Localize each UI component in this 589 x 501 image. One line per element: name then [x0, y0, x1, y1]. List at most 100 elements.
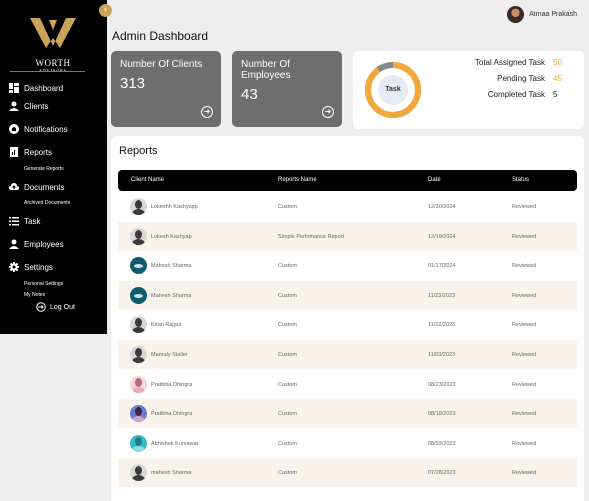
- table-row[interactable]: Abhishek Kumawat Custom 08/03/2023 Reviewed: [118, 429, 577, 458]
- sidebar-sub-my-notes[interactable]: My Notes: [24, 292, 46, 298]
- dashboard-icon: [9, 83, 19, 93]
- status-cell: Reviewed: [512, 411, 537, 418]
- table-row[interactable]: Manndy Staller Custom 11/03/2023 Reviewed: [118, 340, 577, 369]
- worth-advisors-logo: WORTH ADVISORS: [22, 16, 84, 73]
- status-cell: Reviewed: [512, 381, 537, 388]
- date-cell: 08/18/2023: [428, 411, 456, 418]
- sidebar: WORTH ADVISORS Dashboard Clients Notific…: [0, 0, 107, 334]
- sidebar-item-dashboard[interactable]: Dashboard: [9, 83, 63, 93]
- sidebar-item-label: Notifications: [24, 124, 68, 134]
- arrow-right-icon[interactable]: ➜: [201, 106, 213, 118]
- sidebar-item-label: Settings: [24, 262, 53, 272]
- stat-label: Number Of Clients: [120, 59, 203, 70]
- task-value: 50: [553, 58, 562, 67]
- stat-label: Number Of Employees: [241, 59, 291, 81]
- report-name-cell: Custom: [278, 440, 297, 447]
- report-name-cell: Custom: [278, 470, 297, 477]
- sidebar-sub-personal-settings[interactable]: Personal Settings: [24, 281, 64, 287]
- logo-sub: ADVISORS: [22, 68, 84, 73]
- table-row[interactable]: Mahesh Sharma Custom 11/23/2023 Reviewed: [118, 280, 577, 310]
- date-cell: 08/23/2023: [428, 381, 456, 388]
- status-cell: Reviewed: [512, 352, 537, 358]
- donut-pending-segment: [365, 62, 421, 118]
- sidebar-item-settings[interactable]: Settings: [9, 262, 53, 272]
- status-cell: Reviewed: [512, 470, 537, 477]
- table-row[interactable]: mahesh Sharma Custom 07/28/2023 Reviewed: [118, 458, 577, 488]
- avatar: [130, 464, 147, 482]
- report-name-cell: Custom: [278, 352, 297, 358]
- chevron-left-icon: ‹: [103, 4, 108, 15]
- date-cell: 11/22/2023: [428, 322, 456, 329]
- table-row[interactable]: Kiran Rajput Custom 11/22/2023 Reviewed: [118, 310, 577, 339]
- report-name-cell: Custom: [278, 292, 297, 299]
- date-cell: 08/03/2023: [428, 440, 456, 447]
- avatar: [130, 405, 147, 423]
- date-cell: 01/17/2024: [428, 263, 456, 270]
- user-icon: [9, 101, 19, 111]
- completed-task: Completed Task 5: [488, 90, 561, 99]
- collapse-sidebar-button[interactable]: ‹: [99, 4, 112, 17]
- table-row[interactable]: Lokesh Kashyap Simple Perfomance Report 12…: [118, 221, 577, 251]
- sidebar-item-employees[interactable]: Employees: [9, 239, 64, 249]
- column-header-date: Date: [428, 177, 441, 183]
- report-name-cell: Custom: [278, 263, 297, 270]
- donut-label: Task: [378, 75, 408, 105]
- table-row[interactable]: Pratibha Dhingra Custom 08/18/2023 Reviewed: [118, 399, 577, 429]
- cloud-icon: [9, 183, 19, 190]
- status-cell: Reviewed: [512, 292, 537, 299]
- avatar: [130, 227, 147, 245]
- table-row[interactable]: Mahesh Sharma Custom 01/17/2024 Reviewed: [118, 251, 577, 280]
- column-header-client-name: Client Name: [131, 177, 165, 183]
- task-summary-card: Task Total Assigned Task 50 Pending Task…: [353, 51, 584, 129]
- user-menu[interactable]: Atmaa Prakash: [507, 6, 577, 23]
- sidebar-item-task[interactable]: Task: [9, 216, 40, 226]
- logout-button[interactable]: Log Out: [36, 302, 75, 312]
- reports-card: Reports Client Name Reports Name Date St…: [111, 136, 584, 501]
- sidebar-item-label: Documents: [24, 182, 65, 192]
- logout-icon: [36, 302, 46, 312]
- column-header-status: Status: [512, 177, 530, 183]
- date-cell: 12/30/2024: [428, 204, 456, 210]
- sidebar-item-label: Clients: [24, 101, 49, 111]
- task-donut-chart: [365, 62, 421, 118]
- sidebar-item-notifications[interactable]: Notifications: [9, 124, 68, 134]
- sidebar-item-label: Dashboard: [24, 83, 64, 93]
- stat-value: 313: [120, 75, 146, 92]
- date-cell: 12/19/2024: [428, 233, 456, 240]
- task-label: Total Assigned Task: [474, 58, 545, 67]
- report-name-cell: Custom: [278, 204, 297, 210]
- status-cell: Reviewed: [512, 263, 537, 270]
- client-name-cell: Kiran Rajput: [151, 322, 182, 329]
- date-cell: 11/03/2023: [428, 352, 456, 358]
- task-value: 45: [553, 74, 562, 83]
- table-row[interactable]: Lokeshh Kashyapp Custom 12/30/2024 Reviewed: [118, 192, 577, 221]
- sidebar-item-documents[interactable]: Documents: [9, 182, 64, 192]
- list-icon: [9, 217, 19, 226]
- sidebar-item-label: Employees: [24, 239, 64, 249]
- report-name-cell: Simple Perfomance Report: [278, 233, 345, 240]
- divider: [10, 71, 85, 72]
- status-cell: Reviewed: [512, 233, 537, 240]
- sidebar-sub-archived-documents[interactable]: Archived Documents: [24, 200, 71, 206]
- client-name-cell: Lokesh Kashyap: [151, 233, 192, 240]
- avatar: [130, 434, 147, 452]
- table-row[interactable]: Pratibha Dhingra Custom 08/23/2023 Reviewed: [118, 370, 577, 399]
- avatar: [130, 316, 147, 334]
- sidebar-sub-generate-reports[interactable]: Generate Reports: [24, 166, 64, 172]
- report-name-cell: Custom: [278, 381, 297, 388]
- employees-stat-card[interactable]: Number Of Employees 43 ➜: [232, 51, 342, 127]
- arrow-right-icon[interactable]: ➜: [322, 106, 334, 118]
- clients-stat-card[interactable]: Number Of Clients 313 ➜: [111, 51, 221, 127]
- status-cell: Reviewed: [512, 204, 537, 210]
- sidebar-item-reports[interactable]: Reports: [9, 147, 52, 157]
- status-cell: Reviewed: [512, 322, 537, 329]
- task-value: 5: [553, 90, 558, 99]
- total-assigned-task: Total Assigned Task 50: [474, 58, 562, 67]
- pending-task: Pending Task 45: [497, 74, 562, 83]
- table-header: Client Name Reports Name Date Status: [118, 170, 577, 191]
- client-name-cell: Mahesh Sharma: [151, 263, 192, 270]
- users-icon: [9, 239, 19, 249]
- logo-word: WORTH: [35, 58, 71, 68]
- avatar: [130, 286, 147, 304]
- sidebar-item-clients[interactable]: Clients: [9, 101, 48, 111]
